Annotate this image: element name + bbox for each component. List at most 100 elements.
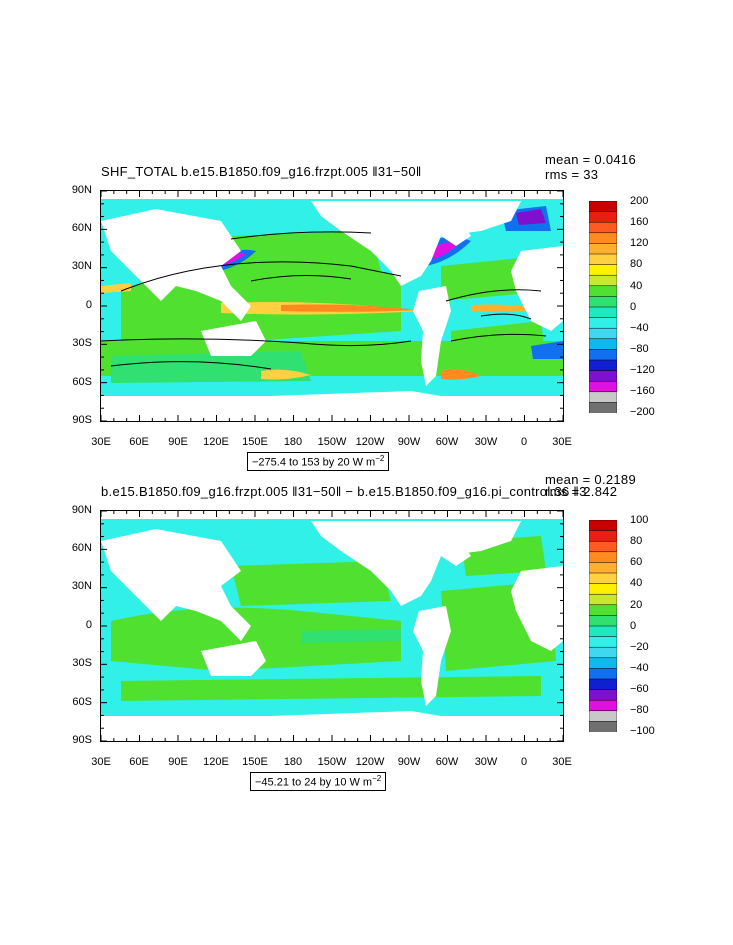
colorbar-label: −120 (630, 364, 655, 376)
lon-label: 150E (242, 756, 268, 768)
ocean-field-map (101, 191, 563, 421)
map-frame (100, 190, 564, 422)
colorbar-swatch (589, 380, 617, 393)
rms-stat: rms = 2.842 (545, 484, 618, 499)
lon-label: 30E (91, 436, 111, 448)
colorbar-swatch (589, 593, 617, 606)
lon-label: 30E (91, 756, 111, 768)
panel-title: SHF_TOTAL b.e15.B1850.f09_g16.frzpt.005 … (101, 164, 422, 179)
colorbar-label: −100 (630, 725, 655, 737)
colorbar-label: −40 (630, 322, 649, 334)
colorbar-swatch (589, 402, 617, 413)
colorbar-swatch (589, 327, 617, 340)
colorbar-label: 40 (630, 577, 643, 589)
colorbar-swatch (589, 370, 617, 382)
colorbar-swatch (589, 201, 617, 213)
unit-exponent: −2 (372, 774, 382, 783)
ocean-field-map (101, 511, 563, 741)
colorbar-swatch (589, 391, 617, 403)
colorbar-label: 100 (630, 514, 649, 526)
lat-label: 0 (85, 619, 92, 631)
colorbar-swatch (589, 317, 617, 329)
panel-title: b.e15.B1850.f09_g16.frzpt.005 ‖31−50‖ − … (101, 484, 587, 499)
lat-label: 90N (71, 184, 92, 196)
colorbar-label: 0 (630, 620, 637, 632)
colorbar-label: −20 (630, 641, 649, 653)
lat-label: 0 (85, 299, 92, 311)
colorbar-swatch (589, 274, 617, 287)
colorbar-swatch (589, 349, 617, 361)
map-panel-top: SHF_TOTAL b.e15.B1850.f09_g16.frzpt.005 … (0, 150, 733, 475)
lat-label: 30N (71, 260, 92, 272)
lon-label: 90W (397, 436, 421, 448)
lat-label: 60S (72, 696, 92, 708)
colorbar-swatch (589, 699, 617, 712)
colorbar-label: −60 (630, 683, 649, 695)
mean-stat: mean = 0.0416 (545, 152, 636, 167)
colorbar-swatch (589, 551, 617, 563)
rms-stat: rms = 33 (545, 167, 599, 182)
colorbar-label: 80 (630, 535, 643, 547)
lat-label: 30S (72, 657, 92, 669)
colorbar-label: −160 (630, 385, 655, 397)
colorbar-swatch (589, 668, 617, 680)
map-frame (100, 510, 564, 742)
colorbar-swatch (589, 646, 617, 659)
lon-label: 120E (203, 436, 229, 448)
lon-label: 60W (435, 436, 459, 448)
axis-ticks (101, 191, 563, 421)
colorbar-label: −40 (630, 662, 649, 674)
lon-label: 90W (397, 756, 421, 768)
unit-exponent: −2 (375, 454, 385, 463)
colorbar-swatch (589, 296, 617, 308)
lon-label: 150W (317, 756, 347, 768)
lon-label: 60E (129, 756, 149, 768)
colorbar-swatch (589, 657, 617, 669)
colorbar-swatch (589, 615, 617, 627)
contour-range-text: −45.21 to 24 by 10 W m (255, 776, 373, 789)
colorbar-swatch (589, 520, 617, 532)
lon-label: 150W (317, 436, 347, 448)
lon-label: 150E (242, 436, 268, 448)
contour-range-text: −275.4 to 153 by 20 W m (252, 456, 376, 469)
lon-label: 120E (203, 756, 229, 768)
colorbar-swatch (589, 285, 617, 297)
colorbar-swatch (589, 689, 617, 701)
colorbar-label: 20 (630, 599, 643, 611)
lon-label: 60W (435, 756, 459, 768)
colorbar-swatch (589, 221, 617, 234)
colorbar-swatch (589, 359, 617, 372)
colorbar-label: −80 (630, 343, 649, 355)
lon-label: 30W (474, 436, 498, 448)
lat-label: 60N (71, 222, 92, 234)
colorbar-swatch (589, 583, 617, 595)
colorbar-label: 60 (630, 556, 643, 568)
colorbar-swatch (589, 253, 617, 266)
contour-range-box: −275.4 to 153 by 20 W m−2 (247, 452, 390, 471)
mean-stat: mean = 0.2189 (545, 472, 636, 487)
lon-label: 60E (129, 436, 149, 448)
lon-label: 0 (520, 756, 528, 768)
colorbar (589, 201, 617, 413)
lon-label: 120W (355, 436, 385, 448)
colorbar-label: 40 (630, 280, 643, 292)
lon-label: 90E (168, 436, 188, 448)
colorbar-swatch (589, 721, 617, 732)
colorbar-label: 200 (630, 195, 649, 207)
colorbar-swatch (589, 572, 617, 585)
colorbar-swatch (589, 625, 617, 638)
colorbar-swatch (589, 604, 617, 616)
colorbar-swatch (589, 211, 617, 223)
colorbar-swatch (589, 636, 617, 648)
lon-label: 180 (283, 756, 303, 768)
lon-label: 30E (552, 756, 572, 768)
colorbar-swatch (589, 243, 617, 255)
colorbar-swatch (589, 530, 617, 542)
colorbar-label: −80 (630, 704, 649, 716)
lat-label: 30N (71, 580, 92, 592)
colorbar-label: 160 (630, 216, 649, 228)
contour-range-box: −45.21 to 24 by 10 W m−2 (250, 772, 387, 791)
lon-label: 120W (355, 756, 385, 768)
lat-label: 60S (72, 376, 92, 388)
lon-label: 0 (520, 436, 528, 448)
